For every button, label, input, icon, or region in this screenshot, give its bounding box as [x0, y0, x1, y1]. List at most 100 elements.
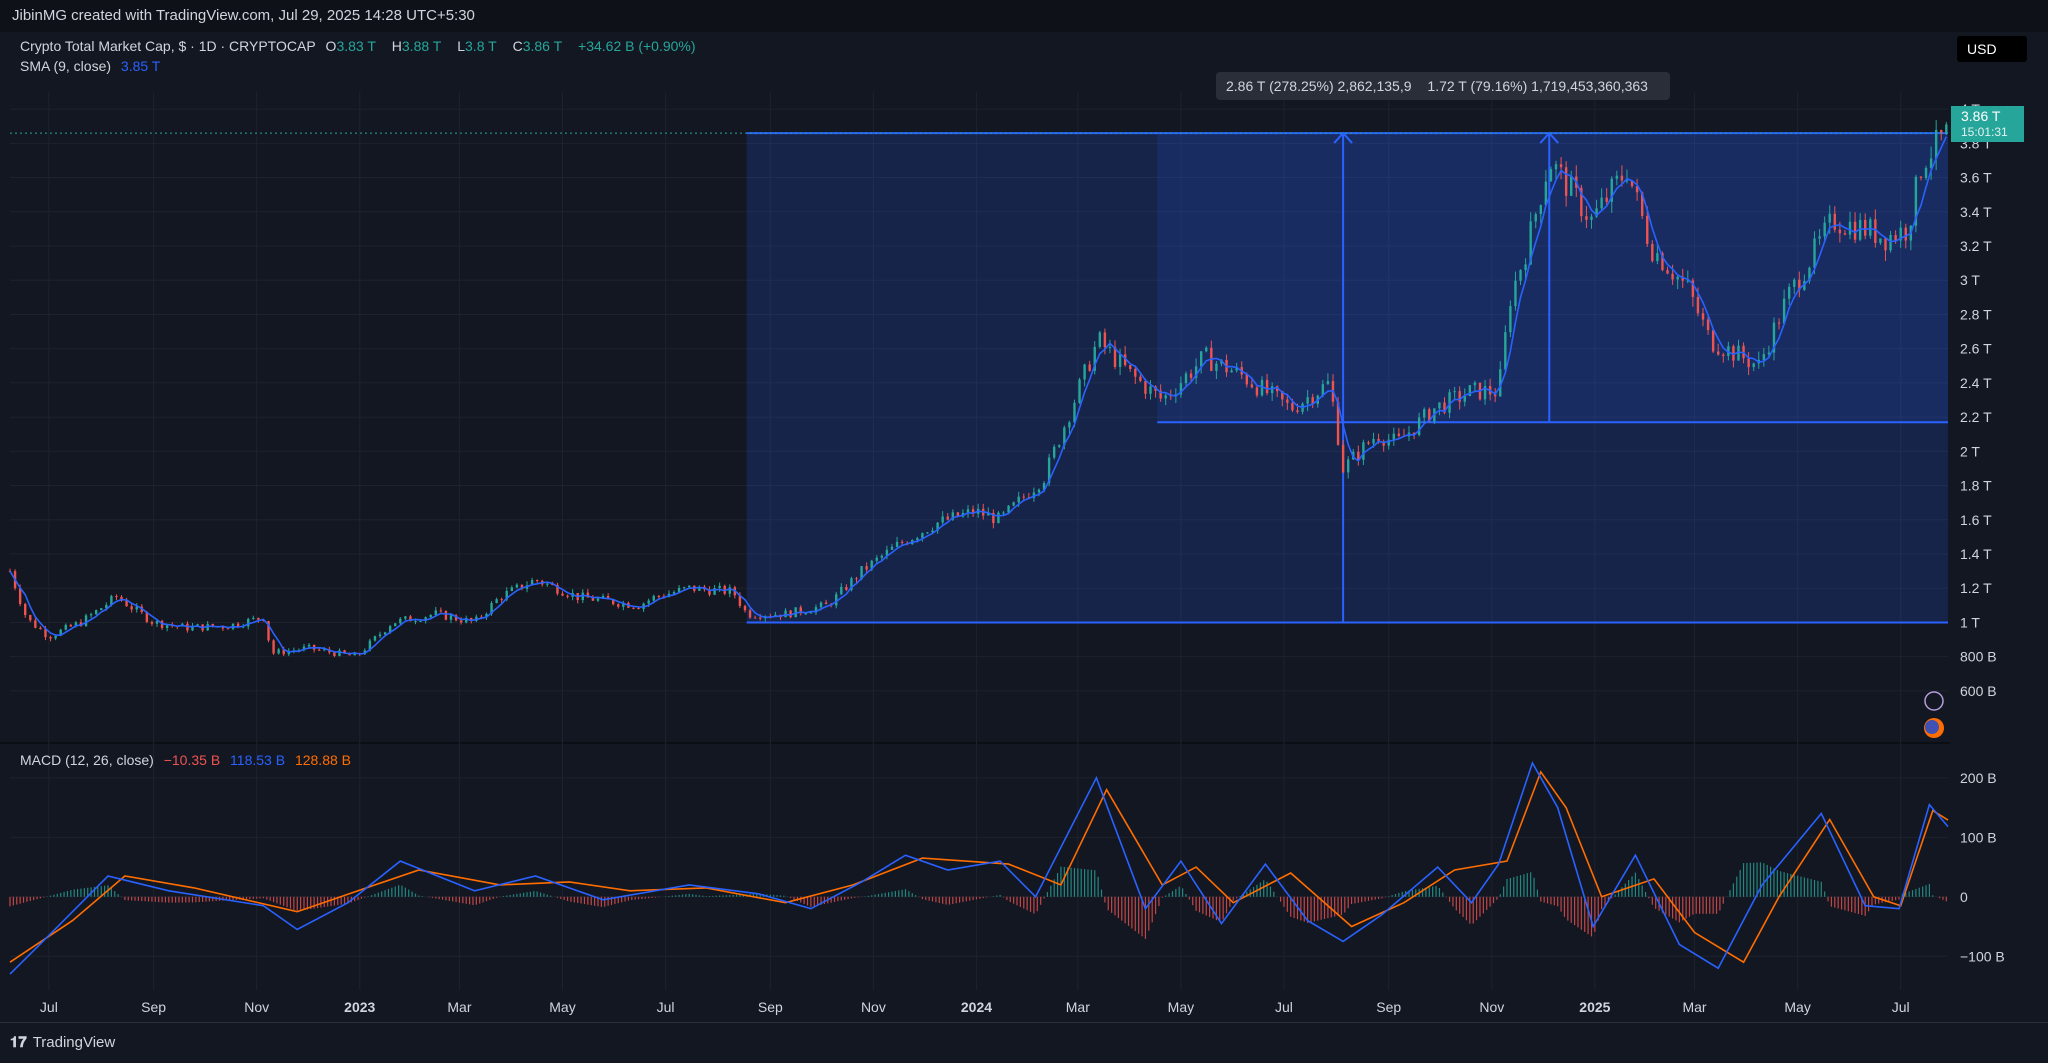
- candle-body: [931, 530, 934, 533]
- candle-body: [688, 585, 691, 588]
- currency-button[interactable]: USD: [1957, 36, 2027, 62]
- candle-body: [94, 610, 98, 615]
- candle-body: [1600, 197, 1603, 209]
- candle-body: [789, 610, 792, 618]
- candle-body: [530, 580, 534, 586]
- time-tick-label: Nov: [1479, 999, 1504, 1015]
- candle-body: [1529, 221, 1532, 265]
- candle-body: [1205, 347, 1208, 352]
- candle-body: [1681, 276, 1684, 281]
- candle-body: [1777, 322, 1781, 324]
- candle-body: [652, 595, 655, 601]
- candle-body: [1032, 492, 1036, 498]
- macd-signal-value: 128.88 B: [294, 752, 352, 768]
- candle-body: [1595, 208, 1598, 217]
- candle-body: [74, 622, 78, 627]
- candle-body: [221, 626, 225, 629]
- candle-body: [784, 610, 787, 618]
- candle-body: [1615, 175, 1619, 179]
- candle-body: [966, 509, 970, 513]
- chart-canvas[interactable]: 4 T3.8 T3.6 T3.4 T3.2 T3 T2.8 T2.6 T2.4 …: [0, 32, 2048, 1022]
- candle-body: [1610, 178, 1613, 202]
- candle-body: [875, 557, 878, 561]
- candle-body: [1732, 346, 1735, 361]
- symbol-legend[interactable]: Crypto Total Market Cap, $ · 1D · CRYPTO…: [20, 38, 702, 54]
- candle-body: [1108, 346, 1112, 348]
- time-tick-label: 2023: [344, 999, 375, 1015]
- candle-body: [1372, 438, 1375, 444]
- candle-body: [110, 596, 113, 605]
- low-value: 3.8 T: [465, 38, 497, 54]
- candle-body: [1671, 273, 1674, 280]
- sma-legend[interactable]: SMA (9, close) 3.85 T: [20, 58, 166, 74]
- candle-body: [850, 578, 853, 590]
- candle-body: [840, 586, 843, 595]
- time-tick-label: Sep: [758, 999, 783, 1015]
- candle-body: [39, 627, 42, 630]
- candle-body: [865, 566, 868, 570]
- candle-body: [353, 653, 356, 656]
- candle-body: [1651, 243, 1654, 262]
- price-tick-label: 1.4 T: [1960, 546, 1992, 562]
- logo-text: TradingView: [32, 1034, 116, 1051]
- open-key: O: [325, 38, 337, 54]
- candle-body: [819, 602, 823, 608]
- candle-body: [84, 615, 88, 627]
- tradingview-logo-icon: 𝟏𝟕: [10, 1034, 27, 1051]
- candle-body: [1438, 402, 1441, 409]
- candle-body: [1118, 354, 1122, 367]
- candle-body: [921, 533, 924, 539]
- candle-body: [895, 541, 899, 547]
- chart-area[interactable]: 4 T3.8 T3.6 T3.4 T3.2 T3 T2.8 T2.6 T2.4 …: [0, 32, 2048, 1022]
- measure-box-1: [746, 133, 1949, 623]
- candle-body: [1504, 332, 1507, 370]
- time-tick-label: Jul: [40, 999, 58, 1015]
- lightning-icon: [1924, 691, 1944, 711]
- candle-body: [1367, 442, 1370, 444]
- candle-body: [1762, 354, 1766, 360]
- time-tick-label: Mar: [1682, 999, 1706, 1015]
- candle-body: [105, 604, 108, 609]
- candle-body: [987, 512, 990, 516]
- measure-box-2: [1157, 133, 1948, 423]
- price-tick-label: 1.6 T: [1960, 512, 1992, 528]
- candle-body: [1184, 373, 1188, 384]
- macd-legend[interactable]: MACD (12, 26, close) −10.35 B 118.53 B 1…: [20, 752, 357, 768]
- candle-body: [1691, 280, 1695, 297]
- candle-body: [936, 522, 939, 531]
- candle-body: [677, 587, 681, 593]
- candle-body: [1656, 253, 1659, 262]
- candle-body: [150, 621, 154, 624]
- candle-body: [794, 607, 797, 618]
- candle-body: [277, 649, 280, 654]
- tradingview-logo[interactable]: 𝟏𝟕 TradingView: [10, 1023, 115, 1063]
- macd-tick-label: 0: [1960, 889, 1968, 905]
- candle-body: [758, 617, 762, 619]
- candle-body: [1940, 130, 1943, 135]
- candle-body: [1078, 379, 1081, 403]
- candle-body: [34, 620, 37, 628]
- candle-body: [1580, 187, 1583, 217]
- candle-body: [307, 644, 311, 647]
- candle-body: [824, 602, 828, 605]
- time-tick-label: 2025: [1579, 999, 1610, 1015]
- candle-body: [247, 618, 250, 627]
- candle-body: [1113, 346, 1117, 367]
- time-tick-label: Mar: [447, 999, 471, 1015]
- candle-body: [1585, 216, 1588, 220]
- time-tick-label: Jul: [1892, 999, 1910, 1015]
- candle-body: [1686, 280, 1689, 282]
- candle-body: [1539, 205, 1543, 215]
- macd-tick-label: −100 B: [1960, 948, 2005, 964]
- candle-body: [1159, 390, 1162, 399]
- candle-body: [1914, 176, 1918, 226]
- us-flag-icon: [1925, 720, 1939, 734]
- candle-body: [1235, 367, 1238, 371]
- ohlc-open: O3.83 T: [326, 38, 382, 54]
- measure-arrowhead: [1539, 131, 1559, 144]
- candle-body: [135, 606, 138, 610]
- pane-icons: [1924, 691, 1944, 738]
- candle-body: [515, 584, 519, 588]
- candle-body: [1336, 401, 1340, 445]
- price-tick-label: 3.4 T: [1960, 204, 1992, 220]
